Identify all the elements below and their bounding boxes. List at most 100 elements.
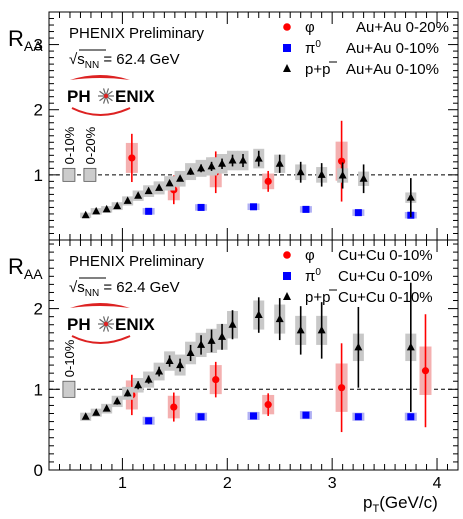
phenix-logo: PH ENIX xyxy=(67,303,155,344)
legend-label: Cu+Cu 0-10% xyxy=(338,247,433,264)
normalization-label: 0-10% xyxy=(62,339,77,377)
data-point-pi0 xyxy=(197,413,205,421)
normalization-box xyxy=(83,167,97,182)
legend-marker-proton xyxy=(283,64,291,72)
data-point-proton xyxy=(144,375,153,383)
logo-text-left: PH xyxy=(67,315,91,334)
data-point-proton xyxy=(176,174,185,182)
data-point-proton xyxy=(102,404,111,412)
data-point-proton xyxy=(134,380,143,389)
data-point-proton xyxy=(207,336,216,344)
legend-marker-pi0 xyxy=(283,44,291,52)
x-axis-label-rest: (GeV/c) xyxy=(379,493,438,512)
y-tick-label: 2 xyxy=(34,101,43,120)
y-tick-label: 1 xyxy=(34,166,43,185)
data-point-proton xyxy=(296,167,305,176)
legend-particle: p+p xyxy=(305,61,330,78)
data-point-pi0 xyxy=(302,411,310,419)
panel-top: 1 2 3 0-10% 0-20% RAA PHENIX Preliminary √sNN =… xyxy=(8,11,459,241)
legend-marker-proton xyxy=(283,292,291,300)
series-square xyxy=(142,203,417,219)
energy-sqrt: √s xyxy=(69,279,85,296)
data-point-pi0 xyxy=(197,203,205,211)
legend-particle-sup: 0 xyxy=(315,39,321,50)
legend: φ Au+Au 0-20% π0 Au+Au 0-10% p+p Au+Au 0-10% xyxy=(283,19,449,78)
data-point-phi xyxy=(337,384,346,392)
data-point-proton xyxy=(186,348,195,356)
data-point-proton xyxy=(275,159,284,167)
y-axis-label-sub: AA xyxy=(24,38,43,54)
data-point-proton xyxy=(165,178,174,187)
x-tick-label: 1 xyxy=(118,475,127,492)
legend-label: Cu+Cu 0-10% xyxy=(338,268,433,285)
legend-marker-phi xyxy=(283,251,291,259)
data-point-proton xyxy=(254,154,263,162)
series-triangle xyxy=(80,282,417,421)
data-point-pi0 xyxy=(250,412,257,420)
legend-label: Au+Au 0-10% xyxy=(346,40,439,57)
energy-label: √sNN = 62.4 GeV xyxy=(69,279,180,299)
logo-text-left: PH xyxy=(67,87,91,106)
legend-particle-rest: p xyxy=(322,61,330,78)
data-point-proton xyxy=(102,204,111,213)
data-point-proton xyxy=(406,342,415,351)
legend-marker-phi xyxy=(283,23,291,31)
data-point-proton xyxy=(155,183,164,191)
series-square xyxy=(142,411,417,425)
data-point-pi0 xyxy=(145,207,153,215)
data-point-pi0 xyxy=(145,417,153,425)
data-point-proton xyxy=(406,193,415,201)
data-point-pi0 xyxy=(302,205,310,213)
data-point-proton xyxy=(176,360,185,369)
data-point-proton xyxy=(144,186,153,195)
logo-text-right: ENIX xyxy=(115,315,155,334)
data-point-phi xyxy=(264,401,272,409)
series-circle xyxy=(125,314,432,433)
y-tick-label: 2 xyxy=(34,300,43,319)
y-tick-label: 3 xyxy=(34,36,43,55)
data-point-proton xyxy=(354,342,363,351)
data-point-proton xyxy=(113,396,122,405)
data-point-proton xyxy=(81,412,90,420)
data-point-proton xyxy=(296,325,305,334)
data-point-proton xyxy=(123,196,132,204)
logo-swoosh xyxy=(70,303,130,308)
legend-particle: φ xyxy=(305,19,315,36)
y-tick-label: 1 xyxy=(34,380,43,399)
legend-label: Au+Au 0-20% xyxy=(356,19,449,36)
x-tick-label: 2 xyxy=(223,475,232,492)
data-point-proton xyxy=(92,206,101,215)
data-point-proton xyxy=(228,320,237,328)
data-point-proton xyxy=(359,174,368,182)
logo-swoosh xyxy=(70,75,130,80)
data-point-proton xyxy=(228,156,237,164)
data-point-phi xyxy=(128,154,136,162)
data-point-proton xyxy=(186,167,195,175)
logo-text-right: ENIX xyxy=(115,87,155,106)
data-point-proton xyxy=(197,163,206,172)
legend-particle: π0 xyxy=(305,267,321,285)
legend-label: Au+Au 0-10% xyxy=(346,61,439,78)
preliminary-label: PHENIX Preliminary xyxy=(69,25,205,42)
x-tick-label: 3 xyxy=(328,475,337,492)
x-axis-label-sub: T xyxy=(372,503,379,515)
legend-particle-sup: 0 xyxy=(315,267,321,278)
data-point-phi xyxy=(264,177,272,185)
logo-star-center xyxy=(103,321,109,327)
energy-value: = 62.4 GeV xyxy=(99,51,179,68)
preliminary-label: PHENIX Preliminary xyxy=(69,253,205,270)
data-point-proton xyxy=(275,314,284,323)
legend-particle: π0 xyxy=(305,39,321,57)
data-point-proton xyxy=(81,210,90,219)
phenix-logo: PH ENIX xyxy=(67,75,155,116)
series-triangle xyxy=(80,148,417,219)
data-point-proton xyxy=(123,388,132,397)
x-tick-label: 4 xyxy=(433,475,442,492)
data-point-pi0 xyxy=(354,413,362,421)
data-point-proton xyxy=(317,325,326,334)
plot-frame xyxy=(48,239,459,471)
data-point-pi0 xyxy=(407,413,415,421)
logo-tail xyxy=(71,107,131,116)
legend-particle: p+p xyxy=(305,289,330,306)
